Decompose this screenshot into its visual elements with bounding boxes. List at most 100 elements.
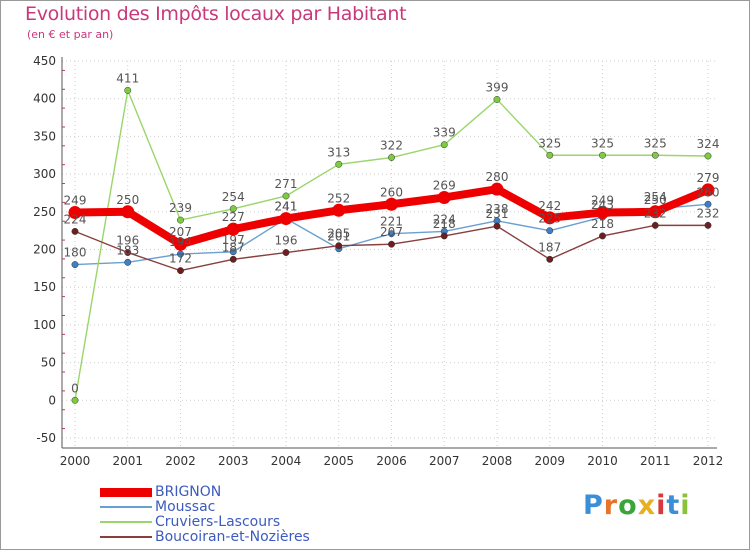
data-point — [437, 190, 451, 204]
data-label: 183 — [116, 243, 139, 257]
data-label: 232 — [697, 206, 720, 220]
data-point — [174, 237, 187, 251]
data-label: 280 — [486, 170, 509, 184]
x-tick-label: 2000 — [60, 454, 91, 468]
data-point — [177, 267, 184, 275]
data-point — [493, 96, 501, 103]
data-label: 224 — [64, 212, 87, 226]
data-label: 271 — [275, 177, 298, 191]
legend-item-cruviers-lascours: Cruviers-Lascours — [100, 514, 400, 530]
data-point — [71, 396, 79, 404]
data-point — [124, 249, 132, 256]
data-label: 218 — [433, 217, 456, 231]
data-label: 279 — [697, 171, 720, 185]
logo-letter: i — [680, 490, 691, 521]
data-label: 325 — [591, 136, 614, 150]
data-label: 231 — [486, 207, 509, 221]
y-tick-label: 200 — [33, 243, 56, 257]
data-point — [121, 205, 135, 219]
data-label: 232 — [644, 206, 667, 220]
x-tick-label: 2010 — [587, 454, 618, 468]
y-tick-label: 100 — [33, 318, 56, 332]
data-label: 239 — [169, 201, 192, 215]
x-tick-label: 2001 — [112, 454, 143, 468]
data-label: 0 — [71, 381, 79, 395]
y-tick-label: 300 — [33, 167, 56, 181]
proxiti-logo: Proxiti — [583, 490, 691, 521]
data-point — [493, 222, 501, 230]
data-point — [704, 221, 712, 229]
data-label: 249 — [64, 194, 87, 208]
data-point — [68, 206, 82, 220]
legend-label-boucoiran: Boucoiran-et-Nozières — [155, 529, 310, 545]
data-point — [490, 182, 504, 196]
data-label: 221 — [380, 215, 403, 229]
data-point — [546, 255, 554, 263]
data-label: 242 — [538, 199, 561, 213]
data-label: 201 — [327, 230, 350, 244]
data-point — [546, 227, 554, 235]
logo-letter: P — [583, 490, 604, 521]
data-label: 325 — [644, 136, 667, 150]
y-tick-label: 50 — [41, 356, 56, 370]
legend-swatch-boucoiran — [100, 536, 152, 538]
y-tick-label: 350 — [33, 129, 56, 143]
data-label: 172 — [169, 252, 192, 266]
data-point — [332, 203, 346, 217]
data-point — [71, 261, 79, 269]
data-point — [701, 183, 715, 197]
data-label: 194 — [169, 235, 192, 249]
data-label: 241 — [275, 200, 298, 214]
data-point — [388, 240, 395, 248]
data-point — [648, 205, 662, 219]
legend-item-moussac: Moussac — [100, 499, 400, 515]
data-point — [388, 154, 395, 161]
y-tick-label: 450 — [33, 54, 56, 68]
x-tick-label: 2002 — [165, 454, 196, 468]
data-point — [599, 232, 606, 240]
data-label: 325 — [538, 136, 561, 150]
data-label: 205 — [327, 227, 350, 241]
data-label: 252 — [327, 191, 350, 205]
legend-item-brignon: BRIGNON — [100, 484, 400, 500]
data-label: 238 — [486, 202, 509, 216]
data-label: 218 — [591, 217, 614, 231]
logo-letter: x — [637, 490, 657, 521]
data-point — [229, 205, 237, 213]
data-point — [71, 227, 79, 235]
data-point — [704, 152, 712, 160]
data-label: 250 — [116, 193, 139, 207]
x-tick-label: 2008 — [482, 454, 513, 468]
data-point — [124, 86, 132, 94]
logo-letter: t — [666, 490, 681, 521]
data-label: 207 — [169, 225, 192, 239]
x-tick-label: 2007 — [429, 454, 460, 468]
data-point — [282, 192, 290, 200]
data-point — [335, 242, 343, 250]
legend-label-cruviers-lascours: Cruviers-Lascours — [155, 514, 281, 530]
y-tick-label: 150 — [33, 280, 56, 294]
data-label: 197 — [222, 233, 245, 247]
data-label: 243 — [591, 198, 614, 212]
data-label: 254 — [222, 190, 245, 204]
data-point — [704, 200, 712, 208]
data-label: 313 — [327, 145, 350, 159]
data-label: 269 — [433, 178, 456, 192]
data-label: 250 — [644, 193, 667, 207]
legend-label-brignon: BRIGNON — [155, 484, 222, 500]
data-label: 225 — [538, 212, 561, 226]
data-label: 260 — [697, 185, 720, 199]
data-point — [596, 206, 609, 220]
logo-letter: o — [618, 490, 638, 521]
data-label: 207 — [380, 225, 403, 239]
data-label: 254 — [644, 190, 667, 204]
data-label: 260 — [380, 185, 403, 199]
x-tick-label: 2011 — [640, 454, 671, 468]
data-point — [282, 249, 290, 256]
legend-swatch-cruviers-lascours — [100, 521, 152, 523]
legend-item-boucoiran: Boucoiran-et-Nozières — [100, 529, 400, 545]
data-point — [124, 258, 132, 266]
data-label: 249 — [591, 194, 614, 208]
data-point — [177, 216, 184, 224]
